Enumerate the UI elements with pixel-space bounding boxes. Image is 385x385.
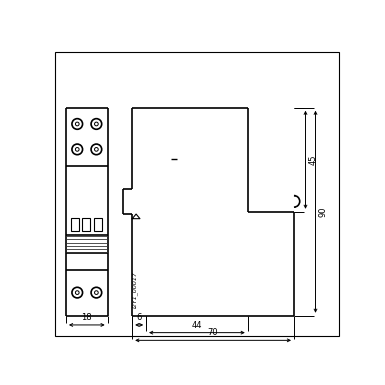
Text: 6: 6	[137, 313, 142, 322]
Bar	[71, 218, 79, 231]
Text: I2Y1_00017: I2Y1_00017	[132, 271, 138, 308]
Text: 18: 18	[82, 313, 92, 322]
Text: 70: 70	[208, 328, 218, 337]
Bar	[82, 218, 90, 231]
Text: 44: 44	[192, 321, 202, 330]
Text: 90: 90	[318, 206, 328, 217]
Bar	[94, 218, 102, 231]
Text: 45: 45	[309, 154, 318, 165]
